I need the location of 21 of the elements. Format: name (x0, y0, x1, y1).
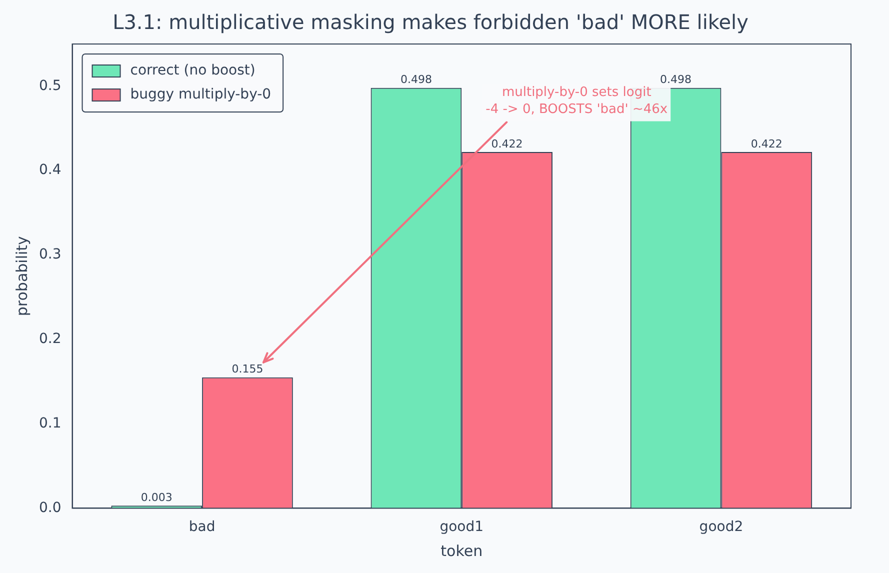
y-tick-label: 0.1 (39, 415, 62, 432)
chart-title: L3.1: multiplicative masking makes forbidden 'bad' MORE likely (112, 10, 749, 34)
y-tick-label: 0.5 (39, 78, 62, 94)
data-label: 0.422 (750, 137, 782, 150)
y-tick-label: 0.0 (39, 500, 62, 516)
x-tick-label: good2 (699, 519, 744, 536)
x-axis-title: token (440, 542, 483, 560)
y-tick-label: 0.2 (39, 331, 62, 348)
legend-label: buggy multiply-by-0 (130, 86, 272, 103)
y-axis-title: probability (12, 236, 31, 316)
annotation: multiply-by-0 sets logit -4 -> 0, BOOSTS 'bad' ~46x (486, 85, 668, 118)
x-tick-label: bad (188, 519, 216, 536)
data-label: 0.155 (232, 362, 264, 376)
x-tick-label: good1 (440, 519, 484, 536)
y-tick-label: 0.4 (39, 162, 62, 178)
legend-label: correct (no boost) (130, 62, 256, 79)
data-label: 0.003 (140, 491, 172, 504)
data-label: 0.498 (400, 73, 432, 86)
data-label: 0.498 (660, 73, 692, 86)
data-label: 0.422 (491, 137, 523, 150)
y-tick-label: 0.3 (39, 246, 62, 263)
